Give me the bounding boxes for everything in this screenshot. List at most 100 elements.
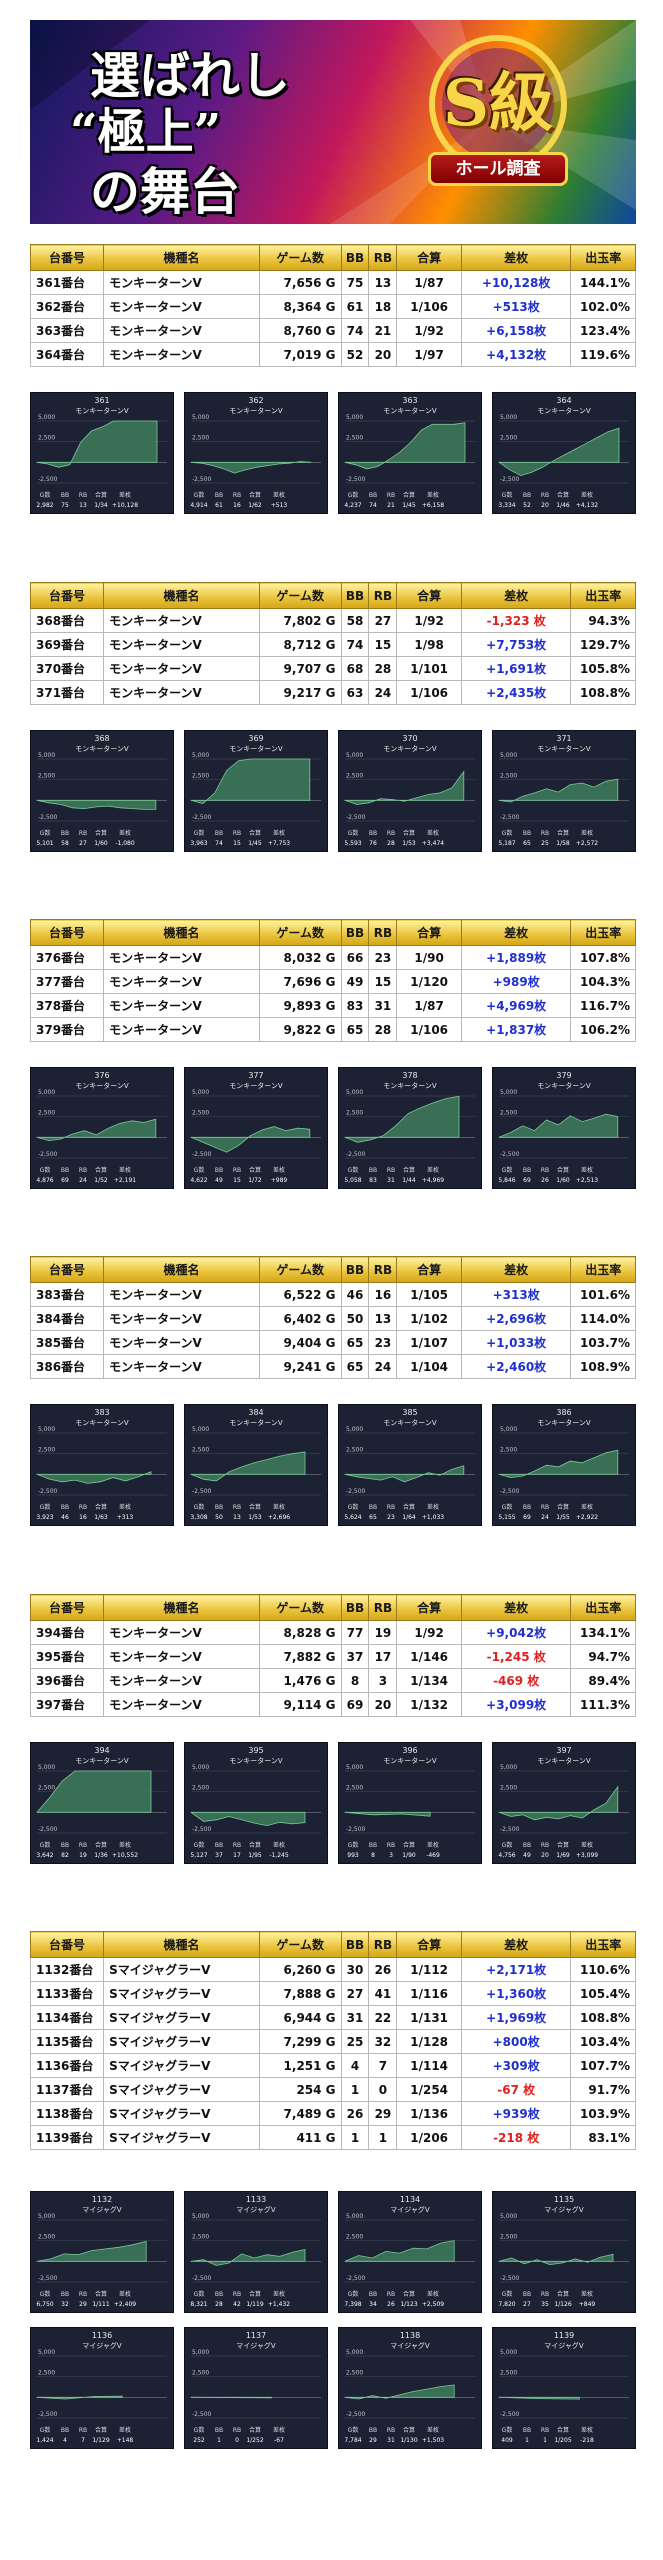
machine-number-cell: 394番台 [29, 1620, 105, 1645]
model-name-cell: SマイジャグラーV [103, 2101, 260, 2126]
banner-title-line-2: “極上” [70, 104, 222, 160]
y-tick-label: 5,000 [38, 1764, 55, 1771]
stat-value: 1/44 [402, 1177, 416, 1184]
y-tick-label: -2,500 [38, 476, 58, 483]
combined-ratio-cell: 1/128 [396, 2029, 462, 2054]
y-tick-label: 5,000 [500, 1764, 517, 1771]
table-row: 384番台 モンキーターンⅤ 6,402 G 50 13 1/102 +2,696枚 114.… [29, 1306, 636, 1331]
bb-count-cell: 77 [340, 1620, 370, 1645]
stat-value: 3,308 [190, 1514, 207, 1521]
model-name-cell: モンキーターンⅤ [103, 270, 260, 295]
machine-number-cell: 369番台 [29, 632, 105, 657]
combined-ratio-cell: 1/116 [396, 1981, 462, 2006]
model-name-cell: モンキーターンⅤ [103, 993, 260, 1018]
graph-model-name: モンキーターンV [537, 406, 591, 415]
bb-count-cell: 1 [340, 2077, 370, 2102]
graph-machine-number: 395 [248, 1746, 263, 1755]
stat-value: 1/252 [246, 2437, 263, 2444]
stat-value: 31 [387, 1177, 395, 1184]
slump-graph-card: 385 モンキーターンV 5,000 2,500 -2,500 G数 5,624 BB 65 RB… [338, 1404, 482, 1526]
stat-value: 3,334 [498, 502, 515, 509]
stat-label: BB [523, 1842, 531, 1849]
y-tick-label: 2,500 [346, 435, 363, 442]
column-header: BB [340, 1931, 370, 1958]
stat-value: 1/45 [402, 502, 416, 509]
table-row: 1138番台 SマイジャグラーV 7,489 G 26 29 1/136 +939枚 103.… [29, 2101, 636, 2126]
y-tick-label: 5,000 [500, 2213, 517, 2220]
y-tick-label: -2,500 [38, 2411, 58, 2418]
graph-model-name: モンキーターンV [75, 406, 129, 415]
stat-value: -1,080 [115, 840, 135, 847]
game-count-cell: 6,944 G [258, 2005, 342, 2030]
slump-area [190, 2249, 306, 2266]
stat-label: 合算 [95, 829, 107, 837]
stat-label: 合算 [95, 491, 107, 499]
stat-value: 52 [523, 502, 531, 509]
stat-value: 69 [523, 1514, 531, 1521]
game-count-cell: 8,828 G [258, 1620, 342, 1645]
graph-machine-number: 1136 [92, 2331, 112, 2340]
combined-ratio-cell: 1/101 [396, 656, 462, 681]
y-tick-label: 5,000 [192, 752, 209, 759]
stat-label: G数 [194, 1503, 205, 1511]
coin-difference-cell: +4,132枚 [460, 342, 572, 367]
combined-ratio-cell: 1/107 [396, 1330, 462, 1355]
slump-graph-card: 368 モンキーターンV 5,000 2,500 -2,500 G数 5,101 BB 58 RB… [30, 730, 174, 852]
table-header-row: 台番号 機種名 ゲーム数 BB RB 合算 差枚 出玉率 [29, 244, 636, 271]
stat-value: 5,101 [36, 840, 53, 847]
stat-value: 7,398 [344, 2301, 361, 2308]
payout-rate-cell: 123.4% [570, 318, 636, 343]
stat-value: 8,321 [190, 2301, 207, 2308]
stat-label: 合算 [249, 1503, 261, 1511]
payout-rate-cell: 89.4% [570, 1668, 636, 1693]
stat-value: +2,696 [268, 1514, 290, 1521]
stat-value: +4,969 [422, 1177, 444, 1184]
machine-number-cell: 361番台 [29, 270, 105, 295]
stat-value: 15 [233, 840, 241, 847]
table-row: 364番台 モンキーターンⅤ 7,019 G 52 20 1/97 +4,132枚 119.6… [29, 342, 636, 367]
column-header: 機種名 [103, 1256, 260, 1283]
combined-ratio-cell: 1/98 [396, 632, 462, 657]
stat-value: +7,753 [268, 840, 290, 847]
coin-difference-cell: +4,969枚 [460, 993, 572, 1018]
coin-difference-cell: -67 枚 [460, 2077, 572, 2102]
stat-value: 1/55 [556, 1514, 570, 1521]
model-name-cell: モンキーターンⅤ [103, 1017, 260, 1042]
model-name-cell: モンキーターンⅤ [103, 1620, 260, 1645]
stat-value: 1/60 [556, 1177, 570, 1184]
slump-graph-card: 384 モンキーターンV 5,000 2,500 -2,500 G数 3,308 BB 50 RB… [184, 1404, 328, 1526]
graph-machine-number: 371 [556, 734, 571, 743]
stat-label: G数 [194, 491, 205, 499]
y-tick-label: -2,500 [192, 1151, 212, 1158]
graph-machine-number: 397 [556, 1746, 571, 1755]
stat-value: 0 [235, 2437, 239, 2444]
model-name-cell: SマイジャグラーV [103, 2005, 260, 2030]
stat-value: 4 [63, 2437, 67, 2444]
stat-value: 20 [541, 502, 549, 509]
stat-label: BB [523, 2427, 531, 2434]
stat-label: BB [369, 1842, 377, 1849]
slump-area [498, 1449, 619, 1479]
stat-value: +1,033 [422, 1514, 444, 1521]
rb-count-cell: 3 [368, 1668, 398, 1693]
stat-label: RB [233, 2427, 241, 2434]
stat-value: 4,876 [36, 1177, 53, 1184]
machine-number-cell: 396番台 [29, 1668, 105, 1693]
game-count-cell: 8,364 G [258, 294, 342, 319]
slot-data-table: 台番号 機種名 ゲーム数 BB RB 合算 差枚 出玉率 368番台 モンキーターンⅤ 7,802 … [29, 582, 636, 705]
stat-value: +513 [271, 502, 288, 509]
column-header: 合算 [396, 244, 462, 271]
slump-area [36, 420, 158, 468]
bb-count-cell: 1 [340, 2125, 370, 2150]
stat-value: +2,191 [114, 1177, 136, 1184]
model-name-cell: SマイジャグラーV [103, 2125, 260, 2150]
stat-label: BB [523, 1167, 531, 1174]
stat-label: 差枚 [427, 1841, 439, 1849]
y-tick-label: 2,500 [38, 435, 55, 442]
stat-label: BB [523, 830, 531, 837]
stat-label: G数 [194, 829, 205, 837]
bb-count-cell: 30 [340, 1957, 370, 1982]
table-row: 385番台 モンキーターンⅤ 9,404 G 65 23 1/107 +1,033枚 103.… [29, 1330, 636, 1355]
